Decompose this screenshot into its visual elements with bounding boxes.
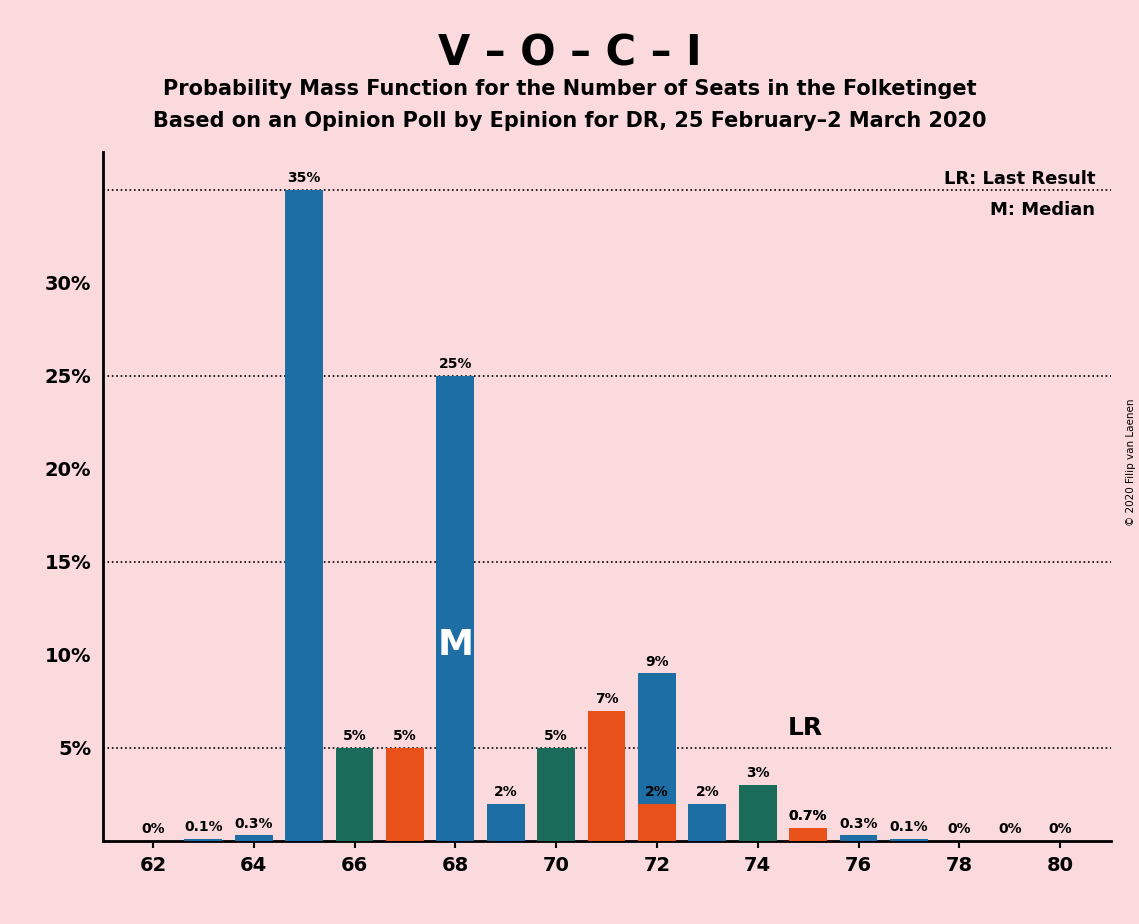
Bar xyxy=(688,804,727,841)
Text: 0.7%: 0.7% xyxy=(789,809,827,823)
Text: 2%: 2% xyxy=(696,785,719,799)
Text: M: Median: M: Median xyxy=(991,201,1096,219)
Text: 0%: 0% xyxy=(998,822,1022,836)
Text: 5%: 5% xyxy=(393,729,417,743)
Text: 0.1%: 0.1% xyxy=(185,821,222,834)
Bar xyxy=(839,835,877,841)
Text: 0%: 0% xyxy=(141,822,165,836)
Text: M: M xyxy=(437,628,474,663)
Text: 0%: 0% xyxy=(948,822,972,836)
Bar xyxy=(185,839,222,841)
Bar xyxy=(789,828,827,841)
Bar xyxy=(538,748,575,841)
Text: LR: Last Result: LR: Last Result xyxy=(944,170,1096,188)
Bar xyxy=(588,711,625,841)
Text: 2%: 2% xyxy=(494,785,517,799)
Text: Probability Mass Function for the Number of Seats in the Folketinget: Probability Mass Function for the Number… xyxy=(163,79,976,99)
Text: © 2020 Filip van Laenen: © 2020 Filip van Laenen xyxy=(1125,398,1136,526)
Text: 2%: 2% xyxy=(645,785,669,799)
Text: 0.3%: 0.3% xyxy=(235,817,273,831)
Text: 5%: 5% xyxy=(544,729,568,743)
Text: 3%: 3% xyxy=(746,766,770,781)
Bar xyxy=(890,839,928,841)
Bar xyxy=(235,835,272,841)
Text: 9%: 9% xyxy=(645,655,669,669)
Text: 0%: 0% xyxy=(1048,822,1072,836)
Bar xyxy=(436,376,474,841)
Text: 5%: 5% xyxy=(343,729,367,743)
Bar xyxy=(386,748,424,841)
Text: 0.3%: 0.3% xyxy=(839,817,878,831)
Text: Based on an Opinion Poll by Epinion for DR, 25 February–2 March 2020: Based on an Opinion Poll by Epinion for … xyxy=(153,111,986,131)
Text: 7%: 7% xyxy=(595,692,618,706)
Bar xyxy=(486,804,525,841)
Text: 25%: 25% xyxy=(439,357,472,371)
Bar xyxy=(336,748,374,841)
Bar xyxy=(285,189,323,841)
Text: V – O – C – I: V – O – C – I xyxy=(437,32,702,74)
Text: 35%: 35% xyxy=(287,171,321,185)
Bar xyxy=(789,828,827,841)
Text: LR: LR xyxy=(788,716,823,740)
Bar xyxy=(739,785,777,841)
Bar xyxy=(638,804,675,841)
Text: 0.1%: 0.1% xyxy=(890,821,928,834)
Text: 0.7%: 0.7% xyxy=(789,809,827,823)
Bar xyxy=(638,674,675,841)
